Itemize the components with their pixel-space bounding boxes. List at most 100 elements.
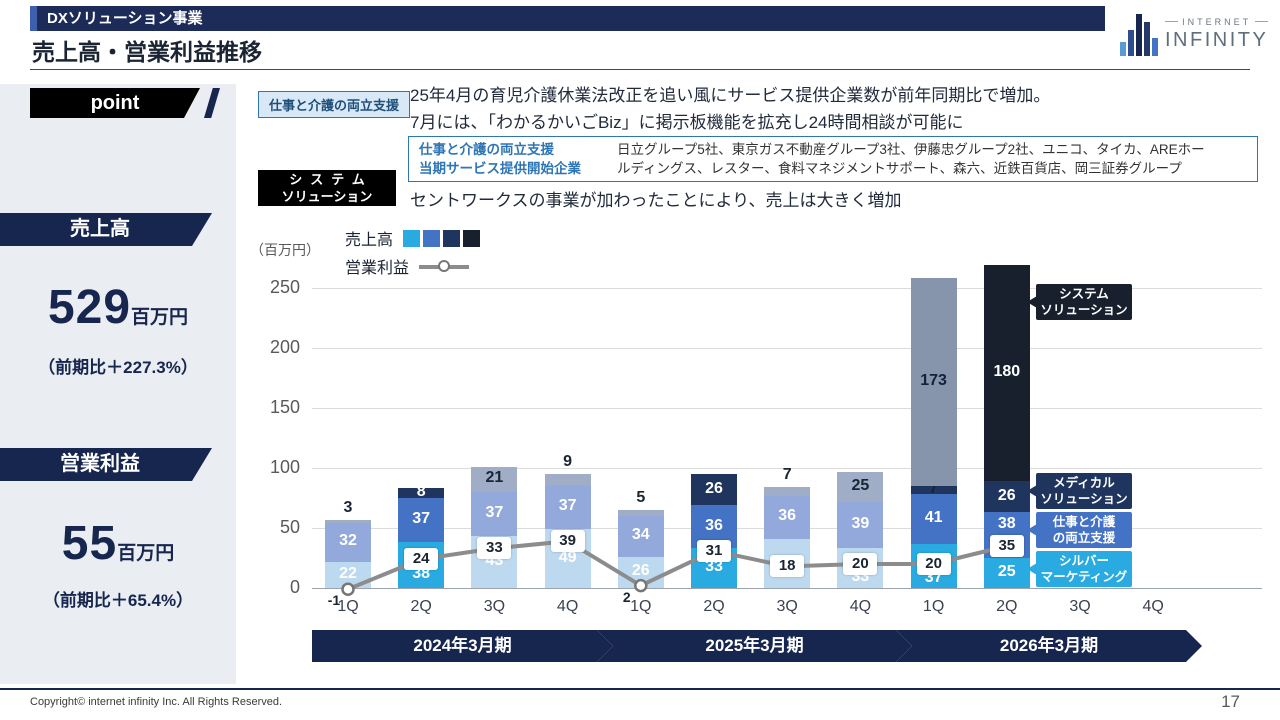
bar-segment [764, 487, 811, 496]
bar-segment [471, 492, 518, 537]
segment-callout: シルバー マーケティング [1036, 551, 1132, 587]
work-care-tag: 仕事と介護の両立支援 [258, 91, 411, 118]
y-tick-label: 0 [289, 577, 300, 597]
profit-yoy: （前期比＋65.4%） [42, 591, 194, 610]
op-profit-label: -1 [327, 592, 341, 609]
logo-bar-icon [1120, 42, 1126, 56]
sales-value: 529百万円 [0, 280, 236, 335]
op-profit-label: 20 [843, 553, 878, 575]
client-companies-list: 日立グループ5社、東京ガス不動産グループ3社、伊藤忠グループ2社、ユニコ、タイカ… [617, 140, 1247, 178]
callout-pointer-icon [1027, 296, 1037, 308]
sales-banner: 売上高 [0, 213, 212, 246]
bar-segment-label: 5 [636, 489, 646, 506]
bar-segment-label: 7 [929, 480, 939, 498]
legend-marker-icon [438, 260, 451, 272]
bar-segment-label: 26 [705, 479, 723, 497]
quarter-label: 3Q [1069, 598, 1091, 615]
category-label: DXソリューション事業 [47, 10, 203, 27]
system-solution-tag-line1: システム [289, 172, 373, 187]
chart-legend: 売上高 営業利益 [345, 226, 483, 282]
bar-segment [398, 498, 445, 543]
legend-row-sales: 売上高 [345, 226, 483, 250]
logo-bar-icon [1152, 38, 1158, 56]
bar-segment-label: 36 [705, 516, 723, 534]
axis-unit-label: （百万円） [250, 242, 320, 258]
logo-internet: INTERNET [1165, 17, 1269, 27]
sales-unit: 百万円 [131, 307, 189, 328]
copyright: Copyright© internet infinity Inc. All Ri… [30, 696, 283, 708]
title-rule [30, 69, 1250, 70]
client-companies-label: 仕事と介護の両立支援 当期サービス提供開始企業 [419, 140, 605, 178]
y-tick-label: 50 [279, 517, 300, 537]
bar-segment [910, 278, 957, 486]
page-number: 17 [1221, 692, 1240, 711]
system-solution-tag-line2: ソリューション [281, 189, 373, 204]
bar-segment-label: 26 [631, 562, 650, 580]
bar-segment-label: 7 [782, 466, 792, 484]
bar-segment-label: 38 [997, 515, 1016, 533]
bar-segment-label: 39 [851, 515, 870, 532]
bar-segment-label: 36 [778, 507, 797, 525]
quarter-label: 1Q [337, 598, 359, 615]
bar-segment-label: 37 [558, 497, 577, 514]
bar-segment-label: 22 [339, 564, 357, 582]
gridline [312, 467, 1262, 469]
logo-text: INTERNET INFINITY [1165, 17, 1269, 52]
y-tick-label: 150 [269, 397, 300, 417]
quarter-label: 1Q [922, 598, 945, 615]
profit-banner: 営業利益 [0, 448, 212, 481]
page-title: 売上高・営業利益推移 [32, 39, 262, 65]
op-profit-label: 24 [404, 548, 439, 571]
bar-segment-label: 25 [851, 476, 870, 494]
bar-segment [983, 481, 1030, 513]
category-bar: DXソリューション事業 [37, 6, 1105, 31]
op-profit-polyline [347, 539, 1008, 592]
bar-segment-label: 26 [997, 486, 1016, 504]
gridline [312, 287, 1262, 289]
segment-callout: 仕事と介護 の両立支援 [1036, 512, 1132, 548]
bar-segment-label: 8 [416, 483, 426, 501]
legend-profit-label: 営業利益 [345, 260, 410, 277]
logo-rule [1165, 21, 1179, 22]
profit-unit: 百万円 [117, 543, 175, 564]
profit-value: 55百万円 [0, 516, 236, 571]
system-solution-tag: システム ソリューション [258, 170, 396, 206]
gridline [312, 407, 1262, 409]
bar-segment [837, 471, 884, 502]
bar-segment [691, 474, 737, 506]
line-legend-glyph-icon [419, 258, 470, 274]
quarter-label: 4Q [556, 598, 579, 615]
left-summary-panel [0, 84, 236, 684]
point-paragraph-1-line1: 25年4月の育児介護休業法改正を追い風にサービス提供企業数が前年同期比で増加。 [410, 86, 1051, 105]
bar-segment [544, 474, 591, 485]
logo-bar-icon [1144, 22, 1150, 56]
logo-bar-icon [1136, 14, 1142, 56]
callout-pointer-icon [1027, 524, 1037, 536]
company-logo: INTERNET INFINITY [1120, 7, 1269, 61]
sales-yoy: （前期比＋227.3%） [38, 358, 198, 377]
sales-amount: 529 [47, 281, 132, 334]
fiscal-year-ribbon: 2026年3月期 [896, 630, 1202, 662]
client-companies-label-line2: 当期サービス提供開始企業 [419, 161, 581, 176]
y-tick-label: 250 [269, 277, 300, 297]
point-paragraph-2: セントワークスの事業が加わったことにより、売上は大きく増加 [410, 191, 902, 210]
y-tick-label: 200 [269, 337, 300, 357]
profit-amount: 55 [61, 517, 118, 570]
quarter-label: 2Q [410, 598, 432, 615]
segment-callout: メディカル ソリューション [1036, 473, 1132, 509]
client-companies-line2: ルディングス、レスター、食料マネジメントサポート、森六、近鉄百貨店、岡三証券グル… [617, 161, 1182, 176]
callout-pointer-icon [1027, 563, 1037, 575]
quarter-label: 2Q [703, 598, 725, 615]
bar-segment [764, 495, 811, 539]
callout-pointer-icon [1027, 485, 1037, 497]
op-profit-label: 2 [622, 588, 631, 605]
bar-segment [544, 484, 591, 530]
client-companies-line1: 日立グループ5社、東京ガス不動産グループ3社、伊藤忠グループ2社、ユニコ、タイカ… [617, 142, 1205, 157]
op-profit-label: 35 [989, 535, 1024, 557]
segment-callout: システム ソリューション [1036, 284, 1132, 320]
bar-segment [910, 494, 957, 544]
legend-sales-label: 売上高 [345, 232, 394, 249]
op-profit-label: 33 [477, 537, 512, 560]
op-profit-label: 20 [916, 553, 951, 575]
